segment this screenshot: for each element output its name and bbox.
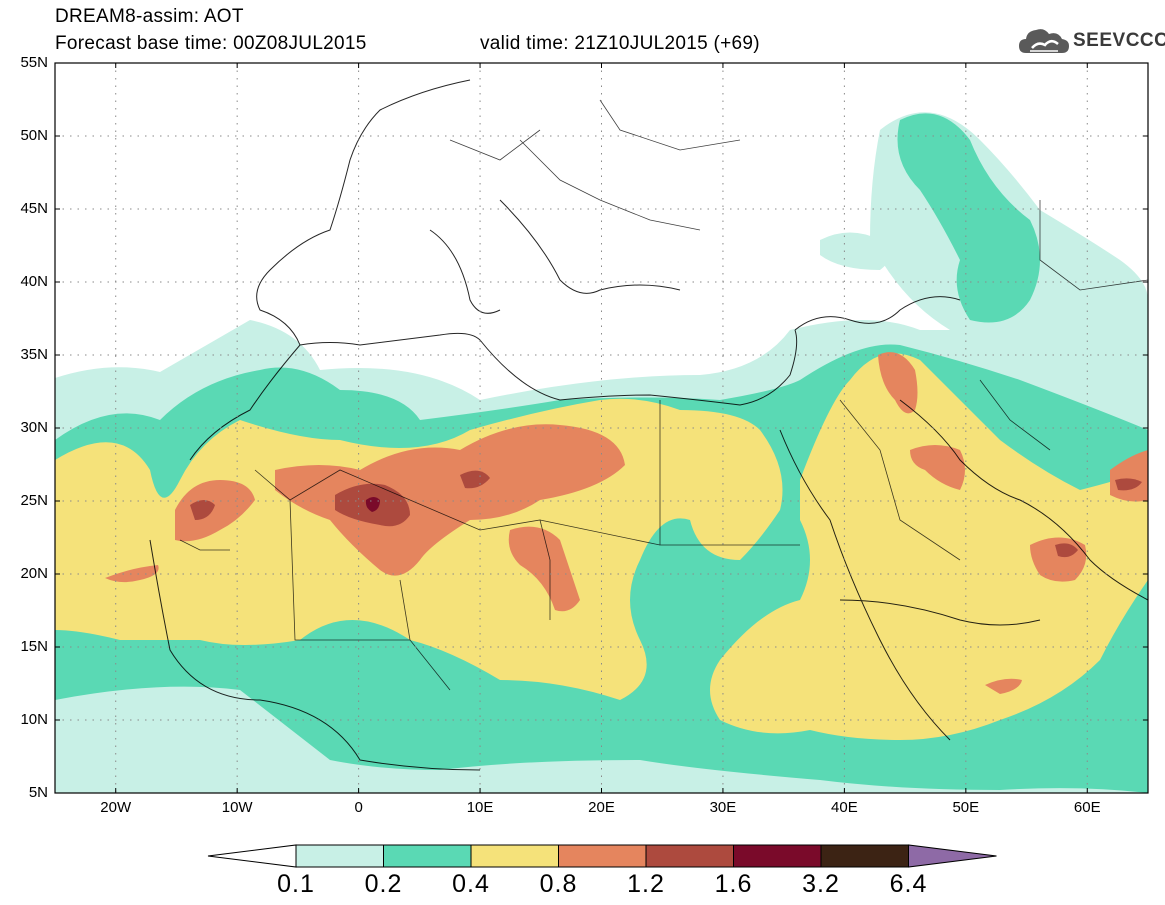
lat-label: 55N [20,54,48,71]
colorbar-label: 1.6 [714,870,753,898]
colorbar-box [470,844,559,868]
lat-label: 20N [20,565,48,582]
colorbar-label: 0.2 [364,870,403,898]
colorbar-label: 0.8 [539,870,578,898]
colorbar-label: 0.1 [277,870,315,898]
lon-label: 30E [709,799,737,816]
axis-ticks [55,62,1148,794]
lat-label: 25N [20,492,48,509]
lon-label: 20W [100,799,132,816]
coastlines [149,79,1148,771]
colorbar-label: 1.2 [627,870,665,898]
lon-label: 60E [1073,799,1101,816]
colorbar [207,844,997,868]
colorbar-under-triangle [207,844,297,868]
aot-field-0.8 [105,352,1148,694]
lat-label: 50N [20,127,48,144]
colorbar-label: 0.4 [452,870,490,898]
colorbar-box [558,844,647,868]
map-title: DREAM8-assim: AOT [55,6,244,27]
logo-text: SEEVCCC [1073,30,1165,51]
country-borders [179,99,1148,691]
colorbar-box [645,844,734,868]
lon-label: 40E [831,799,858,816]
forecast-base-time: Forecast base time: 00Z08JUL2015 [55,33,367,54]
valid-time: valid time: 21Z10JUL2015 (+69) [480,33,760,54]
lon-label: 50E [952,799,980,816]
colorbar-label: 6.4 [889,870,928,898]
lat-label: 40N [20,273,48,290]
lat-label: 15N [20,638,48,655]
lat-label: 30N [20,419,48,436]
lon-label: 0 [354,799,363,816]
colorbar-box [820,844,909,868]
cloud-icon [1019,29,1069,53]
lat-label: 5N [28,784,48,801]
lon-label: 10W [221,799,253,816]
lon-label: 20E [588,799,615,816]
lat-label: 10N [20,711,48,728]
lon-label: 10E [466,799,494,816]
colorbar-box [383,844,472,868]
colorbar-label: 3.2 [802,870,840,898]
graticule [55,63,1148,793]
lat-label: 45N [20,200,48,217]
colorbar-box [733,844,822,868]
lat-label: 35N [20,346,48,363]
colorbar-box [295,844,384,868]
aot-field-1.6 [365,497,380,512]
colorbar-over-triangle [908,844,997,868]
seevccc-logo: SEEVCCC [1018,26,1165,56]
